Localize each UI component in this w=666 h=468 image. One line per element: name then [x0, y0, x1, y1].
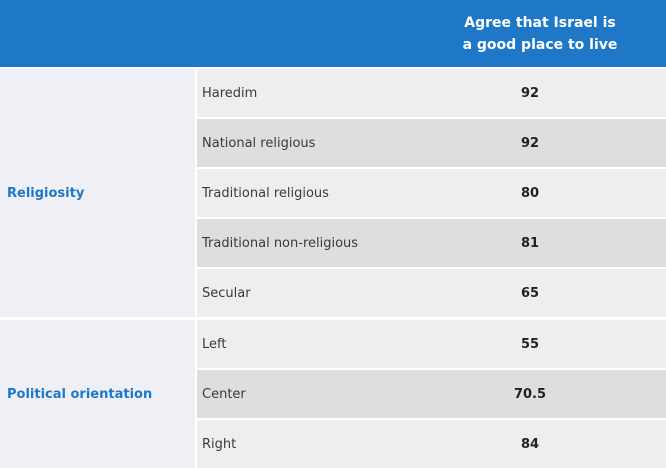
table-row: Haredim 92 [197, 69, 666, 117]
row-value: 81 [520, 235, 540, 251]
row-value: 80 [520, 185, 540, 201]
table-row: Right 84 [197, 420, 666, 468]
column-header-line-1: Agree that Israel is [464, 14, 616, 31]
row-category: Haredim [202, 85, 258, 101]
row-category: Right [202, 436, 237, 452]
row-value: 92 [520, 135, 540, 151]
table-row: Traditional non-religious 81 [197, 219, 666, 267]
row-category: Secular [202, 285, 251, 301]
row-category: Center [202, 386, 246, 402]
row-category: National religious [202, 135, 316, 151]
table-row: National religious 92 [197, 119, 666, 167]
table-row: Center 70.5 [197, 370, 666, 418]
column-header-line-2: a good place to live [462, 36, 618, 53]
group-label-religiosity: Religiosity [0, 69, 195, 317]
row-category: Traditional religious [202, 185, 329, 201]
row-value: 70.5 [513, 386, 547, 402]
row-value: 84 [520, 436, 540, 452]
row-value: 92 [520, 85, 540, 101]
column-header: Agree that Israel is a good place to liv… [435, 0, 645, 67]
table-row: Traditional religious 80 [197, 169, 666, 217]
group-label-political-orientation: Political orientation [0, 320, 195, 468]
row-value: 55 [520, 336, 540, 352]
row-category: Left [202, 336, 227, 352]
table-row: Left 55 [197, 320, 666, 368]
table-row: Secular 65 [197, 269, 666, 317]
row-category: Traditional non-religious [202, 235, 359, 251]
table-header: Agree that Israel is a good place to liv… [0, 0, 666, 67]
row-value: 65 [520, 285, 540, 301]
